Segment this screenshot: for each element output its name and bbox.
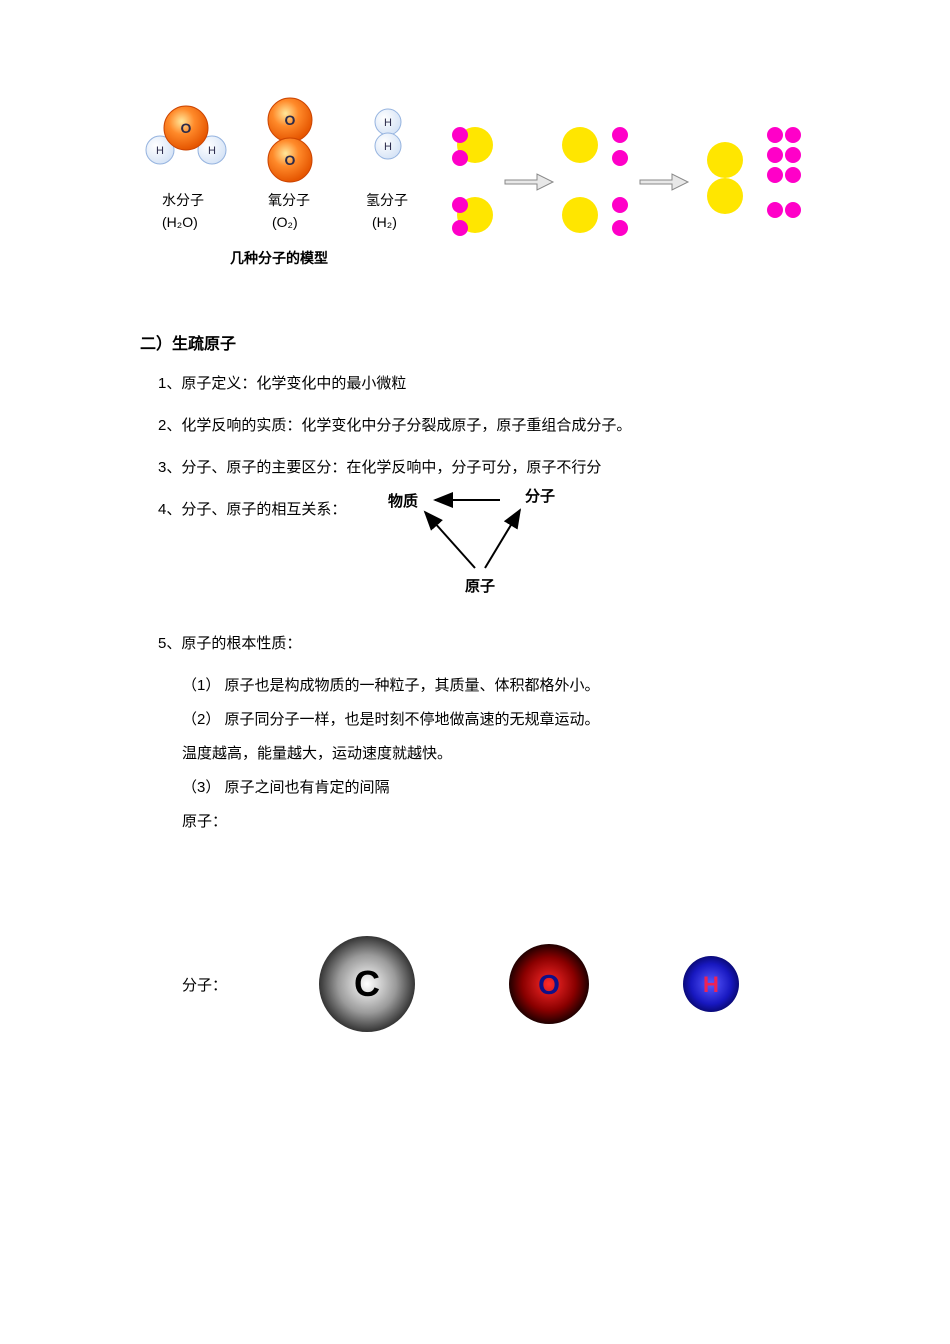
atom-h: H (681, 954, 741, 1014)
h-label: H (156, 145, 164, 157)
o-label: O (285, 152, 296, 168)
water-label-1: 水分子 (162, 190, 204, 210)
atom-c-label: C (354, 963, 380, 1004)
reaction-diagram (445, 120, 805, 280)
reaction-svg (445, 120, 805, 250)
atom-h-label: H (703, 972, 719, 997)
item-2: 2、化学反响的实质：化学变化中分子分裂成原子，原子重组合成分子。 (158, 414, 810, 438)
section-heading: 二）生疏原子 (140, 330, 810, 354)
item-1: 1、原子定义：化学变化中的最小微粒 (158, 372, 810, 396)
o-label: O (285, 112, 296, 128)
hydrogen-label-2: (H₂) (372, 214, 397, 230)
oxygen-label-2: (O₂) (272, 214, 298, 230)
h-label: H (208, 145, 216, 157)
models-caption: 几种分子的模型 (230, 248, 328, 268)
molecule-models-row: H H O O O H H 水分子 (H₂O) 氧分子 (O₂) 氢分子 (140, 90, 810, 280)
atom-row: 分子： C O (182, 934, 810, 1034)
triangle-node-molecule: 分子 (525, 485, 555, 506)
oxygen-label-1: 氧分子 (268, 190, 310, 210)
sub-3: （3） 原子之间也有肯定的间隔 (182, 776, 810, 800)
atom-c: C (317, 934, 417, 1034)
document-page: H H O O O H H 水分子 (H₂O) 氧分子 (O₂) 氢分子 (0, 0, 950, 1034)
triangle-node-atom: 原子 (465, 575, 495, 596)
water-label-2: (H₂O) (162, 214, 198, 230)
sub-4: 原子： (182, 810, 810, 834)
item-3: 3、分子、原子的主要区分：在化学反响中，分子可分，原子不行分 (158, 456, 810, 480)
atom-o: O (507, 942, 591, 1026)
h-label: H (384, 141, 392, 153)
sub-1: （1） 原子也是构成物质的一种粒子，其质量、体积都格外小。 (182, 674, 810, 698)
o-label: O (181, 120, 192, 136)
hydrogen-label-1: 氢分子 (366, 190, 408, 210)
three-molecules-diagram: H H O O O H H 水分子 (H₂O) 氧分子 (O₂) 氢分子 (140, 90, 440, 270)
label-molecule: 分子： (182, 974, 227, 995)
sub-2: （2） 原子同分子一样，也是时刻不停地做高速的无规章运动。 (182, 708, 810, 732)
item-5: 5、原子的根本性质： (158, 632, 810, 656)
atom-o-label: O (538, 969, 560, 1000)
h-label: H (384, 117, 392, 129)
sub-2b: 温度越高，能量越大，运动速度就越快。 (182, 742, 810, 766)
triangle-diagram: 物质 分子 原子 (370, 480, 610, 600)
triangle-node-matter: 物质 (388, 490, 418, 511)
